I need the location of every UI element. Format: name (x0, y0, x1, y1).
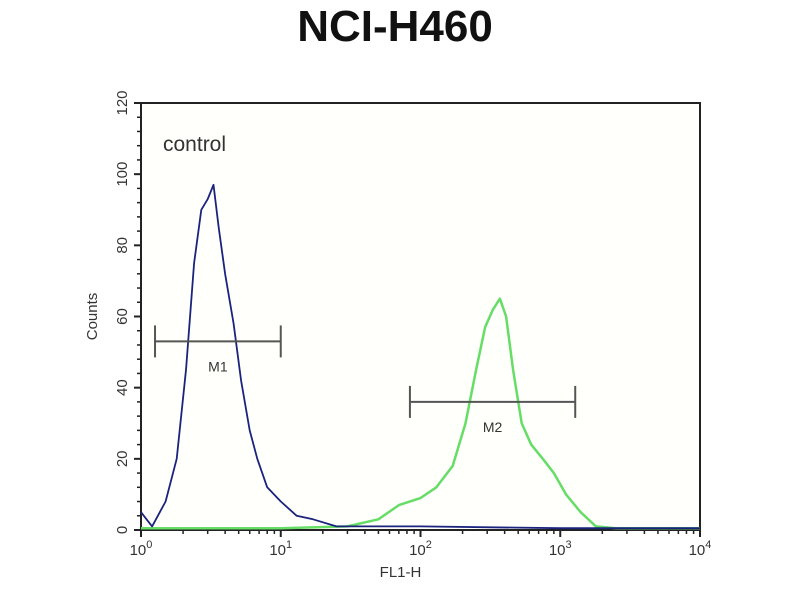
x-tick-label: 101 (269, 539, 292, 559)
x-axis-label: FL1-H (380, 564, 422, 581)
marker-label: M1 (208, 358, 228, 374)
x-tick-label: 100 (130, 539, 153, 559)
y-axis-label: Counts (84, 293, 101, 341)
y-tick-label: 0 (114, 526, 131, 534)
marker-label: M2 (483, 419, 503, 435)
chart-title: NCI-H460 (297, 2, 493, 51)
x-tick-label: 102 (409, 539, 432, 559)
x-tick-label: 103 (549, 539, 572, 559)
y-tick-label: 100 (114, 162, 131, 187)
y-tick-label: 120 (114, 90, 131, 115)
y-tick-label: 20 (114, 450, 131, 467)
plot-frame (140, 102, 701, 531)
y-tick-label: 40 (114, 379, 131, 396)
series-line (140, 183, 700, 530)
y-tick-label: 60 (114, 308, 131, 325)
y-tick-label: 80 (114, 237, 131, 254)
series-line (141, 297, 700, 530)
x-tick-label: 104 (689, 539, 712, 559)
control-label: control (163, 133, 226, 156)
